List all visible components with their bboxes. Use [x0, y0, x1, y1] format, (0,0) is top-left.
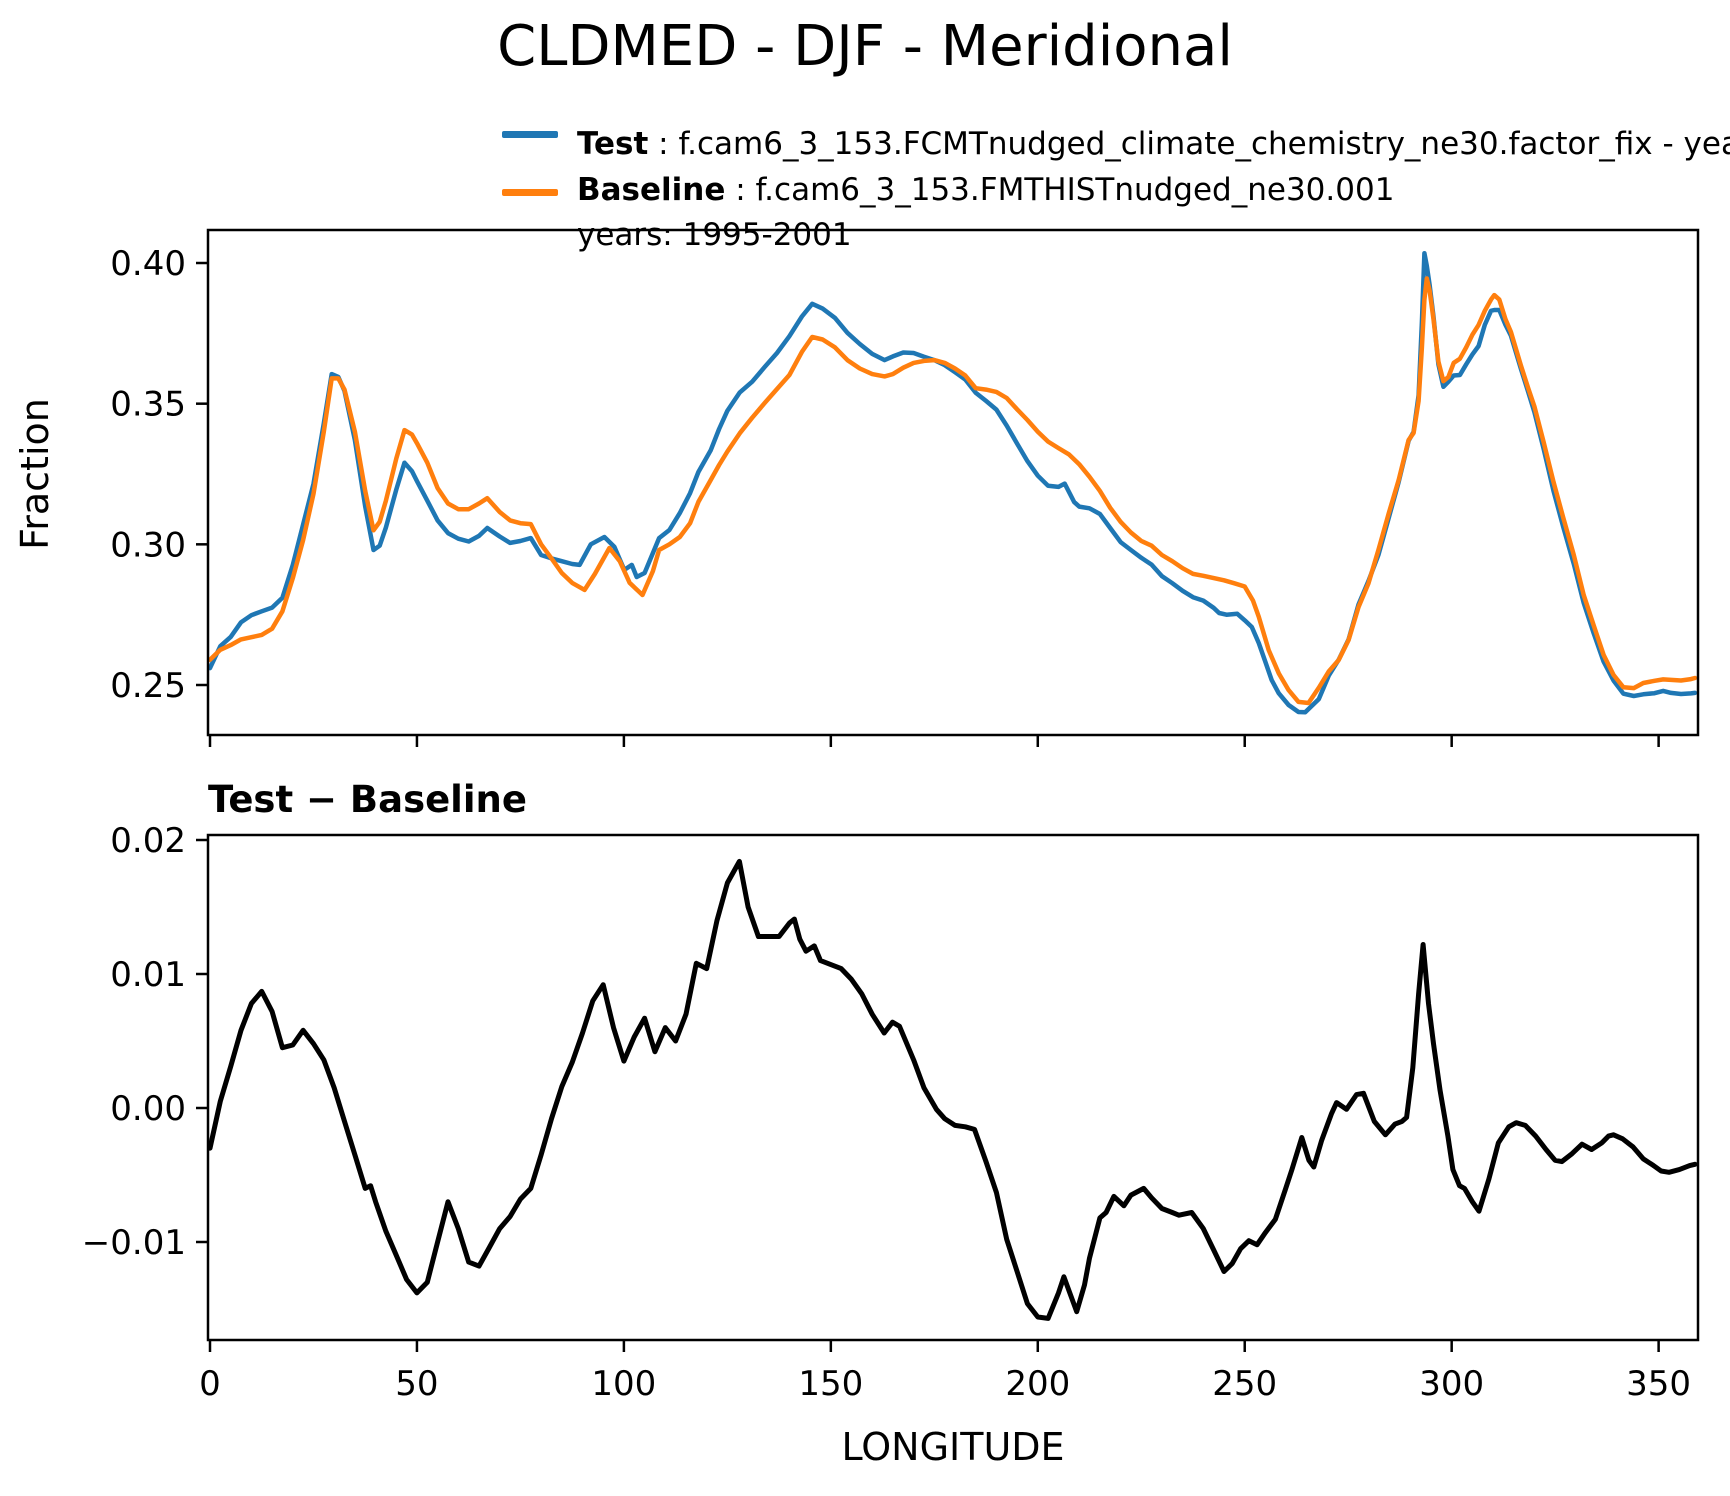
plot-frame	[206, 833, 1700, 1342]
x-axis-label: LONGITUDE	[841, 1425, 1064, 1469]
legend-baseline-rest: : f.cam6_3_153.FMTHISTnudged_ne30.001	[725, 172, 1395, 208]
y-tick-label: 0.30	[110, 525, 186, 565]
page-title: CLDMED - DJF - Meridional	[497, 14, 1233, 79]
legend-baseline-name: Baseline	[577, 172, 726, 208]
y-tick-label: 0.40	[110, 244, 186, 284]
legend-baseline-swatch	[502, 189, 558, 196]
legend-test-label: Test : f.cam6_3_153.FCMTnudged_climate_c…	[577, 122, 1730, 167]
legend-baseline-label: Baseline : f.cam6_3_153.FMTHISTnudged_ne…	[577, 168, 1394, 213]
y-tick-label: 0.02	[110, 821, 186, 861]
x-tick-label: 100	[591, 1364, 656, 1404]
diff-line	[207, 858, 1698, 1321]
plot-frame	[206, 228, 1700, 737]
x-tick-label: 200	[1005, 1364, 1070, 1404]
test-line	[207, 250, 1698, 715]
x-tick-label: 0	[199, 1364, 221, 1404]
legend-test-name: Test	[577, 126, 649, 162]
y-tick-label: 0.00	[110, 1089, 186, 1129]
legend-test-rest: : f.cam6_3_153.FCMTnudged_climate_chemis…	[658, 126, 1730, 162]
bottom-panel-title: Test − Baseline	[208, 778, 527, 821]
x-tick-label: 150	[798, 1364, 863, 1404]
legend-baseline-years: years: 1995-2001	[577, 217, 852, 253]
legend-test-swatch	[502, 131, 558, 138]
bottom-panel: 0.02 0.01 0.00 −0.01 0 50 100 150 200 250 300 350	[82, 821, 1700, 1404]
x-tick-label: 250	[1212, 1364, 1277, 1404]
x-tick-label: 50	[395, 1364, 438, 1404]
y-axis-label: Fraction	[13, 398, 57, 550]
y-tick-label: −0.01	[82, 1223, 186, 1263]
y-tick-label: 0.25	[110, 666, 186, 706]
top-panel: 0.40 0.35 0.30 0.25	[110, 228, 1700, 747]
x-tick-label: 350	[1626, 1364, 1691, 1404]
baseline-line	[207, 276, 1698, 706]
y-tick-label: 0.01	[110, 955, 186, 995]
x-tick-label: 300	[1419, 1364, 1484, 1404]
y-tick-label: 0.35	[110, 385, 186, 425]
